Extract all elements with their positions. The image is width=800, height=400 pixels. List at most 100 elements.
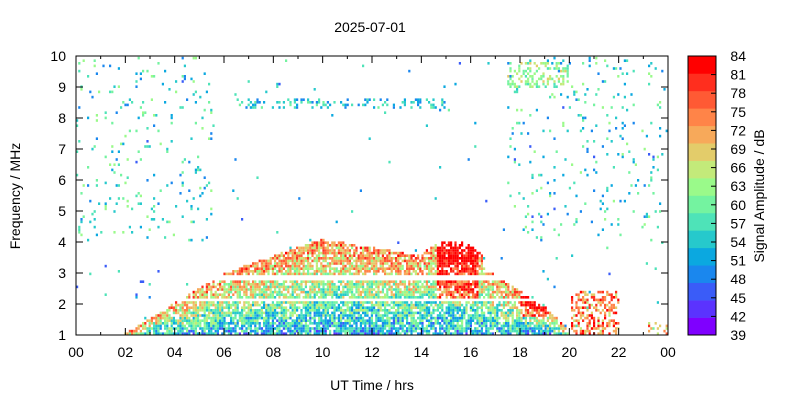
heatmap-cell xyxy=(291,280,294,283)
heatmap-cell xyxy=(223,290,226,294)
heatmap-cell xyxy=(285,272,288,276)
heatmap-cell xyxy=(282,285,285,289)
heatmap-cell xyxy=(104,205,107,208)
heatmap-cell xyxy=(267,270,270,273)
heatmap-cell xyxy=(480,319,483,322)
heatmap-cell xyxy=(474,262,477,265)
heatmap-cell xyxy=(199,324,202,328)
heatmap-cell xyxy=(375,324,378,328)
heatmap-cell xyxy=(461,257,464,260)
heatmap-cell xyxy=(322,270,325,273)
heatmap-cell xyxy=(373,98,376,101)
heatmap-cell xyxy=(430,311,433,315)
heatmap-cell xyxy=(355,306,358,309)
heatmap-cell xyxy=(205,296,208,299)
heatmap-cell xyxy=(304,309,307,312)
heatmap-cell xyxy=(260,288,263,291)
heatmap-cell xyxy=(562,69,565,73)
heatmap-cell xyxy=(370,259,373,263)
heatmap-cell xyxy=(557,62,560,65)
heatmap-cell xyxy=(247,283,250,286)
heatmap-cell xyxy=(430,251,433,255)
heatmap-cell xyxy=(201,288,204,291)
heatmap-cell xyxy=(260,309,263,312)
heatmap-cell xyxy=(621,106,624,109)
heatmap-cell xyxy=(423,257,426,260)
heatmap-cell xyxy=(359,280,362,283)
heatmap-cell xyxy=(423,262,426,265)
heatmap-cell xyxy=(428,101,431,104)
heatmap-cell xyxy=(612,306,615,309)
heatmap-cell xyxy=(256,262,259,265)
heatmap-cell xyxy=(436,272,439,276)
heatmap-cell xyxy=(366,249,369,252)
heatmap-cell xyxy=(412,316,415,320)
heatmap-cell xyxy=(399,324,402,328)
heatmap-cell xyxy=(342,280,345,283)
heatmap-cell xyxy=(324,293,327,296)
heatmap-cell xyxy=(452,327,455,330)
heatmap-cell xyxy=(538,212,541,216)
heatmap-cell xyxy=(414,319,417,322)
heatmap-cell xyxy=(230,296,233,299)
heatmap-cell xyxy=(447,301,450,304)
heatmap-cell xyxy=(452,319,455,322)
heatmap-cell xyxy=(366,327,369,330)
heatmap-cell xyxy=(417,316,420,320)
heatmap-cell xyxy=(557,324,560,328)
heatmap-cell xyxy=(419,303,422,307)
heatmap-cell xyxy=(582,119,585,122)
heatmap-cell xyxy=(326,285,329,289)
heatmap-cell xyxy=(491,272,494,276)
heatmap-cell xyxy=(302,262,305,265)
heatmap-cell xyxy=(410,306,413,309)
heatmap-cell xyxy=(397,283,400,286)
heatmap-cell xyxy=(348,285,351,289)
heatmap-cell xyxy=(260,290,263,294)
heatmap-cell xyxy=(555,327,558,330)
heatmap-cell xyxy=(309,246,312,250)
heatmap-cell xyxy=(263,296,266,299)
heatmap-cell xyxy=(533,150,536,153)
heatmap-cell xyxy=(403,303,406,307)
heatmap-cell xyxy=(593,293,596,296)
heatmap-cell xyxy=(392,311,395,315)
heatmap-cell xyxy=(197,309,200,312)
heatmap-cell xyxy=(194,290,197,294)
heatmap-cell xyxy=(399,264,402,268)
heatmap-cell xyxy=(590,316,593,320)
heatmap-cell xyxy=(406,288,409,291)
heatmap-cell xyxy=(408,257,411,260)
heatmap-cell xyxy=(197,332,200,335)
heatmap-cell xyxy=(612,303,615,307)
heatmap-cell xyxy=(298,324,301,328)
heatmap-cell xyxy=(579,210,582,213)
heatmap-cell xyxy=(236,280,239,283)
heatmap-cell xyxy=(531,316,534,320)
heatmap-cell xyxy=(421,257,424,260)
x-axis-label: UT Time / hrs xyxy=(330,377,414,393)
heatmap-cell xyxy=(527,303,530,307)
heatmap-cell xyxy=(95,184,98,187)
heatmap-cell xyxy=(388,259,391,263)
heatmap-cell xyxy=(318,311,321,315)
heatmap-cell xyxy=(461,324,464,328)
heatmap-cell xyxy=(399,267,402,270)
heatmap-cell xyxy=(509,332,512,335)
heatmap-cell xyxy=(298,332,301,335)
heatmap-cell xyxy=(397,301,400,304)
heatmap-cell xyxy=(241,270,244,273)
heatmap-cell xyxy=(478,293,481,296)
heatmap-cell xyxy=(357,285,360,289)
heatmap-cell xyxy=(428,324,431,328)
heatmap-cell xyxy=(188,293,191,296)
colorbar-frame xyxy=(687,55,717,336)
heatmap-cell xyxy=(410,322,413,325)
heatmap-cell xyxy=(139,77,142,81)
heatmap-cell xyxy=(161,82,164,86)
heatmap-cell xyxy=(298,285,301,289)
heatmap-cell xyxy=(289,264,292,268)
heatmap-cell xyxy=(344,290,347,294)
heatmap-cell xyxy=(313,88,316,91)
heatmap-cell xyxy=(425,249,428,252)
